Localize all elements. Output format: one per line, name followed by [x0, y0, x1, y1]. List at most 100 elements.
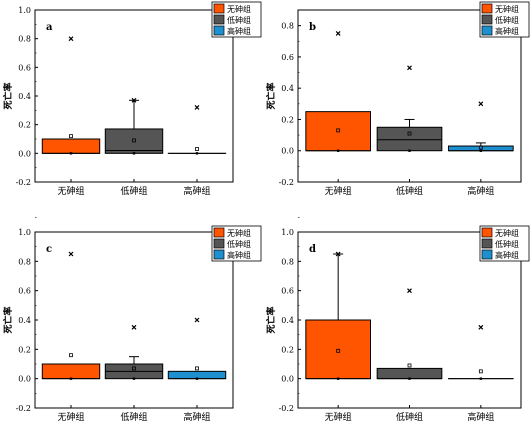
y-tick-label: -0.2: [16, 404, 31, 413]
min-marker: [195, 152, 199, 155]
min-marker: [479, 377, 483, 380]
x-tick-label: 无砷组: [57, 411, 84, 423]
legend-swatch: [213, 227, 225, 238]
x-tick-label: 低砷组: [396, 411, 423, 423]
y-tick-label: 0.0: [281, 147, 294, 156]
legend-swatch: [481, 227, 493, 238]
mean-marker: [407, 363, 412, 368]
min-marker: [408, 377, 411, 380]
x-tick-label: 高砷组: [467, 411, 494, 423]
mean-marker: [478, 145, 483, 150]
max-marker: [68, 251, 74, 257]
panel-letter: d: [309, 244, 316, 255]
min-marker: [132, 377, 136, 380]
mean-marker: [407, 131, 412, 136]
y-axis-label: 死亡率: [265, 82, 277, 110]
legend-label: 无砷组: [227, 4, 251, 14]
legend-label: 低砷组: [495, 15, 519, 25]
max-marker: [335, 31, 341, 36]
legend-swatch: [213, 14, 225, 25]
x-tick-label: 低砷组: [120, 411, 147, 423]
max-marker: [335, 251, 341, 257]
legend-label: 高砷组: [227, 26, 251, 36]
plot-frame: [34, 9, 234, 183]
legend-swatch: [213, 25, 225, 36]
y-tick-label: 0.8: [281, 22, 294, 31]
y-tick-label: -0.2: [279, 178, 294, 187]
legend-swatch: [213, 249, 225, 260]
y-tick-label: 0.6: [281, 53, 294, 62]
mean-marker: [69, 134, 73, 139]
x-tick-label: 高砷组: [467, 185, 494, 197]
y-tick-label: 0.4: [18, 316, 31, 325]
mean-marker: [336, 348, 341, 353]
legend-swatch: [481, 14, 493, 25]
y-tick-label: 0.2: [281, 115, 294, 124]
mean-marker: [478, 369, 483, 374]
y-tick-label: 0.2: [281, 345, 294, 354]
max-marker: [478, 101, 484, 107]
y-tick-label: 1.0: [18, 228, 31, 237]
y-axis-label: 死亡率: [265, 306, 277, 334]
mean-marker: [132, 138, 136, 143]
min-marker: [69, 152, 73, 155]
legend-swatch: [213, 238, 225, 249]
max-marker: [407, 65, 412, 71]
y-tick-label: 0.8: [281, 257, 294, 266]
max-marker: [194, 317, 200, 323]
y-tick-label: 1.0: [281, 228, 294, 237]
legend-label: 低砷组: [495, 239, 519, 249]
max-marker: [68, 36, 74, 42]
y-tick-label: 0.8: [18, 35, 31, 44]
x-tick-label: 无砷组: [325, 185, 352, 197]
x-tick-label: 低砷组: [120, 185, 147, 197]
max-marker: [131, 324, 137, 330]
min-marker: [69, 377, 73, 380]
x-tick-label: 无砷组: [57, 185, 84, 197]
plot-frame: [34, 231, 234, 409]
box-0: [41, 138, 101, 154]
legend-label: 高砷组: [495, 26, 519, 36]
min-marker: [408, 149, 411, 152]
x-tick-label: 高砷组: [183, 411, 210, 423]
panel-letter: b: [309, 22, 316, 33]
legend-swatch: [213, 3, 225, 14]
legend-label: 无砷组: [495, 228, 519, 238]
y-tick-label: 0.0: [18, 375, 31, 384]
mean-marker: [336, 128, 341, 133]
mean-marker: [195, 147, 199, 151]
y-tick-label: 0.4: [281, 316, 294, 325]
x-tick-label: 低砷组: [396, 185, 423, 197]
y-tick-label: 0.0: [18, 149, 31, 158]
legend-swatch: [481, 249, 493, 260]
legend-label: 无砷组: [495, 4, 519, 14]
x-tick-label: 高砷组: [183, 185, 210, 197]
min-marker: [132, 152, 136, 155]
y-tick-label: 0.4: [281, 84, 294, 93]
y-tick-label: 0.6: [18, 63, 31, 72]
panel-letter: c: [46, 244, 52, 255]
legend-label: 低砷组: [227, 239, 251, 249]
panel-letter: a: [46, 22, 53, 33]
mean-marker: [195, 366, 199, 371]
y-tick-label: 0.0: [281, 375, 294, 384]
mean-marker: [69, 353, 73, 358]
max-marker: [407, 288, 412, 294]
y-tick-label: 0.2: [18, 345, 31, 354]
y-axis-label: 死亡率: [2, 306, 14, 334]
y-tick-label: 0.8: [18, 257, 31, 266]
min-marker: [195, 377, 199, 380]
legend-swatch: [481, 25, 493, 36]
y-tick-label: 1.0: [18, 6, 31, 15]
legend-label: 高砷组: [495, 250, 519, 260]
box-1: [376, 367, 443, 380]
box-0: [41, 363, 101, 380]
legend-swatch: [481, 238, 493, 249]
x-tick-label: 无砷组: [325, 411, 352, 423]
